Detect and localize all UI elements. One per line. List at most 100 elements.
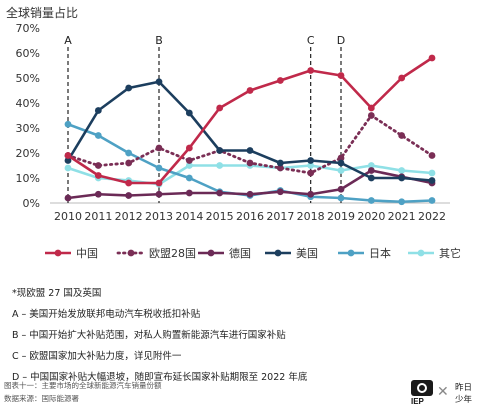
data-point (185, 109, 193, 117)
x-tick-label: 2018 (297, 210, 325, 223)
data-point (428, 177, 436, 184)
data-point (337, 159, 345, 167)
data-point (64, 164, 72, 172)
data-point (367, 104, 375, 112)
annotation-label: B (155, 34, 163, 47)
data-point (125, 179, 133, 187)
y-tick-label: 30% (16, 122, 40, 135)
data-point (307, 162, 315, 169)
data-point (246, 147, 254, 154)
data-point (216, 162, 224, 169)
legend-marker (347, 249, 355, 257)
legend-marker (274, 249, 282, 257)
y-tick-label: 20% (16, 147, 40, 160)
data-point (64, 152, 72, 159)
data-point (94, 162, 102, 169)
note-b: B – 中国开始扩大补贴范围，对私人购置新能源汽车进行国家补贴 (12, 330, 286, 341)
x-tick-label: 2017 (266, 210, 294, 223)
y-tick-label: 50% (16, 72, 40, 85)
y-tick-label: 10% (16, 172, 40, 185)
note-d: D – 中国国家补贴大幅退坡，随即宣布延长国家补贴期限至 2022 年底 (12, 372, 308, 383)
data-point (307, 67, 315, 74)
data-point (185, 189, 193, 197)
x-tick-label: 2019 (327, 210, 355, 223)
y-tick-label: 0% (23, 197, 40, 210)
data-point (155, 78, 163, 86)
data-point (367, 162, 375, 169)
data-point (307, 190, 315, 198)
y-tick-label: 70% (16, 22, 40, 35)
y-axis-title: 全球销量占比 (6, 6, 79, 20)
data-point (94, 172, 102, 179)
iep-logo-icon (411, 380, 433, 396)
series-lines (64, 54, 436, 206)
legend-label: 欧盟28国 (149, 247, 196, 260)
legend-label: 日本 (369, 246, 391, 260)
data-point (428, 152, 436, 159)
x-tick-label: 2016 (236, 210, 264, 223)
data-point (367, 197, 375, 204)
legend-label: 德国 (229, 246, 251, 260)
data-point (185, 162, 193, 169)
legend-label: 中国 (76, 247, 98, 260)
data-point (246, 190, 254, 198)
data-point (64, 120, 72, 128)
annotation-label: A (64, 34, 72, 47)
data-point (337, 72, 345, 79)
axes: 0%10%20%30%40%50%60%70%2010 2011 2012 2013 2… (16, 22, 450, 223)
data-point (94, 107, 102, 114)
data-point (276, 159, 284, 167)
data-point (307, 169, 315, 177)
note-footnote: *现欧盟 27 国及英国 (12, 288, 102, 299)
publisher-logo: IEP ✕ 昨日 少年 (409, 380, 479, 408)
x-tick-label: 2013 (145, 210, 173, 223)
legend: 中国 欧盟28国 德国 美国 日本 其它 (45, 246, 461, 260)
x-tick-label: 2021 (388, 210, 416, 223)
legend-marker (417, 249, 425, 257)
legend-label: 其它 (439, 246, 461, 260)
cross-icon: ✕ (437, 384, 449, 400)
data-point (398, 174, 406, 182)
data-point (276, 188, 284, 196)
data-point (276, 164, 284, 172)
note-c: C – 欧盟国家加大补贴力度，详见附件一 (12, 351, 182, 362)
data-point (398, 198, 406, 206)
annotation-label: D (337, 34, 345, 47)
x-tick-label: 2010 (54, 210, 82, 223)
data-point (367, 167, 375, 174)
data-point (64, 194, 72, 202)
figure-caption: 图表十一：主要市场的全球新能源汽车销量份额 (4, 381, 162, 390)
data-point (155, 179, 163, 187)
iep-logo-text: IEP (411, 397, 424, 406)
data-point (216, 147, 224, 154)
data-point (94, 132, 102, 139)
data-point (64, 157, 72, 164)
data-point (246, 159, 254, 167)
x-tick-label: 2014 (175, 210, 203, 223)
data-point (185, 174, 193, 182)
data-point (428, 169, 436, 177)
annotation-label: C (307, 34, 315, 47)
data-point (367, 112, 375, 119)
data-point (337, 185, 345, 193)
data-point (155, 164, 163, 172)
y-tick-label: 40% (16, 97, 40, 110)
line-chart: 0%10%20%30%40%50%60%70%2010 2011 2012 2013 2… (16, 22, 461, 260)
data-point (367, 174, 375, 182)
data-point (398, 167, 406, 174)
footer: 图表十一：主要市场的全球新能源汽车销量份额 数据来源：国际能源署 (4, 379, 162, 405)
data-point (216, 104, 224, 112)
legend-marker (54, 249, 62, 257)
data-point (337, 167, 345, 174)
x-tick-label: 2020 (357, 210, 385, 223)
data-point (337, 194, 345, 202)
data-point (428, 197, 436, 204)
x-tick-label: 2015 (206, 210, 234, 223)
data-point (307, 157, 315, 164)
x-tick-label: 2011 (84, 210, 112, 223)
data-point (125, 192, 133, 199)
legend-label: 美国 (296, 247, 318, 260)
x-tick-label: 2022 (418, 210, 446, 223)
data-source: 数据来源：国际能源署 (4, 394, 79, 403)
data-point (216, 189, 224, 197)
